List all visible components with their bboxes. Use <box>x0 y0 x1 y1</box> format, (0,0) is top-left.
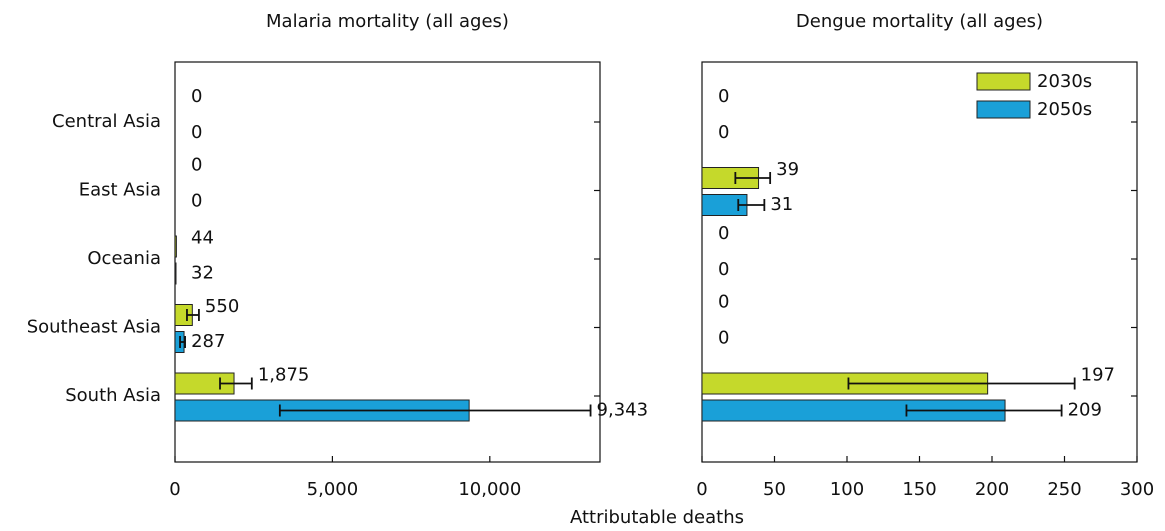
legend-swatch <box>976 72 1031 91</box>
x-tick-label: 200 <box>975 479 1009 500</box>
x-tick-label: 10,000 <box>458 479 521 500</box>
value-label: 39 <box>776 159 799 180</box>
value-label: 0 <box>191 191 202 212</box>
x-tick-label: 150 <box>902 479 936 500</box>
category-label: East Asia <box>79 180 161 201</box>
legend-label: 2050s <box>1037 99 1092 120</box>
x-tick-label: 50 <box>763 479 786 500</box>
value-label: 0 <box>718 259 729 280</box>
value-label: 0 <box>718 328 729 349</box>
x-axis-label: Attributable deaths <box>570 507 744 528</box>
x-tick-label: 100 <box>830 479 864 500</box>
chart-title: Malaria mortality (all ages) <box>266 11 509 32</box>
bar <box>174 262 177 285</box>
value-label: 0 <box>191 122 202 143</box>
value-label: 287 <box>191 331 225 352</box>
value-label: 209 <box>1068 400 1102 421</box>
value-label: 550 <box>205 296 239 317</box>
legend-label: 2030s <box>1037 71 1092 92</box>
category-label: South Asia <box>65 385 161 406</box>
x-tick-label: 250 <box>1047 479 1081 500</box>
value-label: 0 <box>718 86 729 107</box>
value-label: 44 <box>191 228 214 249</box>
category-label: Central Asia <box>52 111 161 132</box>
plot-frame <box>174 61 601 463</box>
legend-swatch <box>976 100 1031 119</box>
x-tick-label: 0 <box>169 479 180 500</box>
value-label: 0 <box>191 155 202 176</box>
x-tick-label: 300 <box>1120 479 1154 500</box>
value-label: 0 <box>191 86 202 107</box>
chart-title: Dengue mortality (all ages) <box>796 11 1043 32</box>
category-label: Southeast Asia <box>27 317 161 338</box>
x-tick-label: 0 <box>696 479 707 500</box>
category-label: Oceania <box>87 248 161 269</box>
value-label: 0 <box>718 122 729 143</box>
x-tick-label: 5,000 <box>307 479 359 500</box>
value-label: 1,875 <box>258 365 310 386</box>
value-label: 0 <box>718 223 729 244</box>
value-label: 197 <box>1081 365 1115 386</box>
value-label: 0 <box>718 292 729 313</box>
value-label: 31 <box>770 194 793 215</box>
value-label: 9,343 <box>597 400 649 421</box>
value-label: 32 <box>191 263 214 284</box>
bar <box>174 235 177 258</box>
